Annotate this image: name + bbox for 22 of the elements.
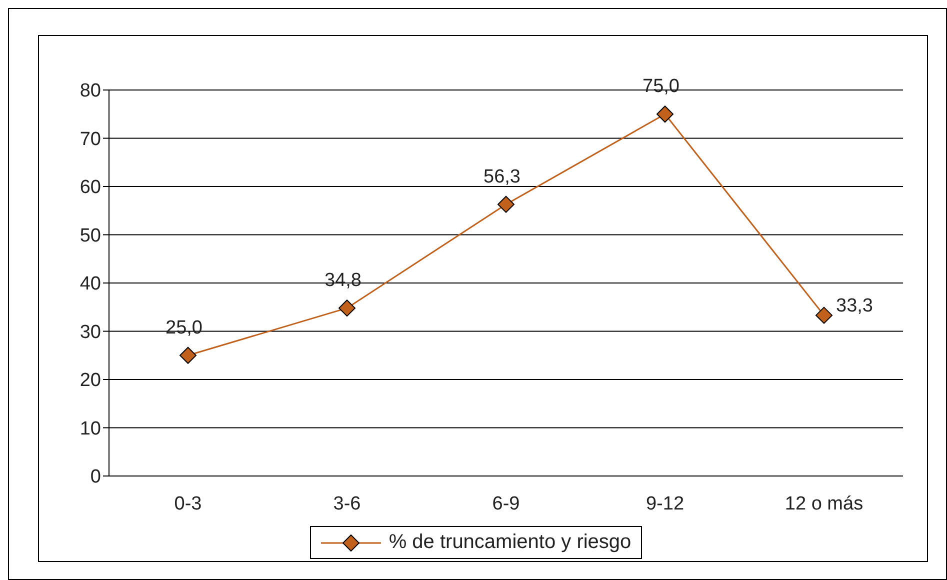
- data-label: 56,3: [484, 166, 520, 188]
- y-tick-label: 80: [80, 80, 101, 102]
- x-tick-label: 9-12: [646, 493, 684, 514]
- y-tick-label: 60: [80, 177, 101, 198]
- y-tick-label: 70: [80, 128, 101, 150]
- y-tick-label: 0: [90, 466, 101, 488]
- data-label: 33,3: [836, 295, 873, 316]
- point: [338, 300, 356, 317]
- point: [656, 106, 674, 123]
- point: [498, 196, 514, 213]
- y-tick-label: 40: [80, 274, 101, 295]
- y-tick-label: 10: [80, 418, 101, 440]
- legend-label: % de truncamiento y riesgo: [388, 531, 632, 554]
- x-tick-label: 3-6: [333, 493, 361, 514]
- y-tick-label: 20: [80, 370, 101, 392]
- point: [816, 306, 832, 324]
- y-tick-label: 50: [80, 225, 101, 246]
- x-tick-label: 12 o más: [784, 493, 864, 514]
- y-tick-label: 30: [80, 322, 101, 343]
- point: [180, 346, 196, 364]
- x-tick-label: 6-9: [492, 493, 520, 514]
- x-tick-label: 0-3: [174, 493, 202, 514]
